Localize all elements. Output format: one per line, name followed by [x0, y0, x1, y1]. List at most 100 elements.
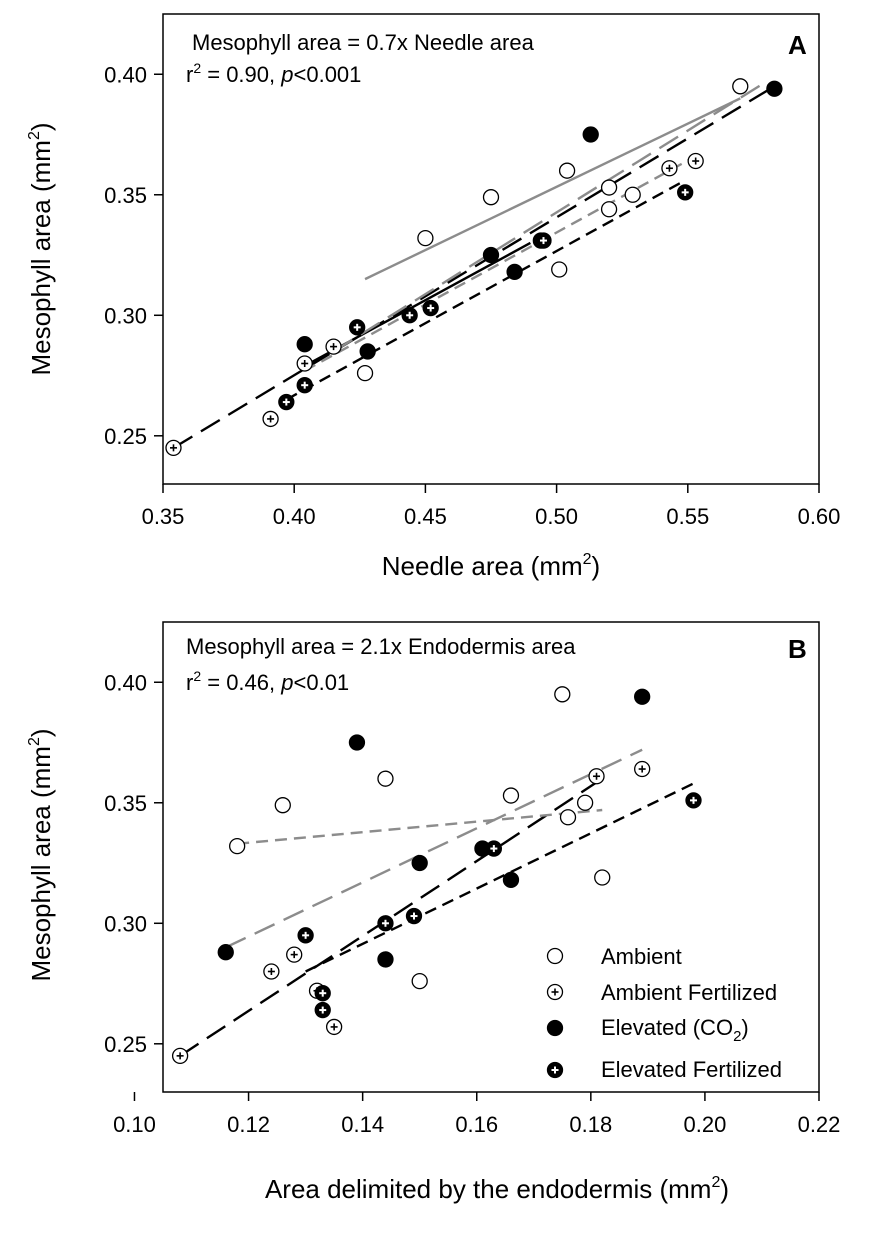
panel-a-point-elevated-fert: [349, 319, 366, 336]
panel-a-point-ambient-fert: [687, 152, 704, 170]
panel-b-r: r: [186, 670, 193, 695]
panel-b-point-elevated-fert: [377, 915, 394, 932]
panel-a-letter: A: [788, 30, 807, 60]
panel-b-point-elevated: [411, 854, 428, 872]
panel-a-point-ambient: [558, 162, 576, 179]
panel-b-point-ambient: [274, 797, 291, 814]
panel-b-r-rest: = 0.46,: [201, 670, 281, 695]
legend-label-ambient: Ambient: [601, 944, 682, 969]
panel-a-point-ambient: [417, 230, 434, 247]
panel-b-letter: B: [788, 634, 807, 664]
panel-b-point-elevated-fert: [314, 1001, 331, 1019]
panel-a-point-ambient: [482, 189, 500, 206]
panel-a-annotation-equation: Mesophyll area = 0.7x Needle area: [192, 30, 535, 55]
panel-b-p: p: [280, 670, 293, 695]
panel-a-r-rest: = 0.90,: [201, 62, 281, 87]
panel-a-y-axis-label: Mesophyll area (mm2): [26, 122, 56, 375]
panel-a-p-rest: <0.001: [294, 62, 362, 87]
panel-b-point-elevated-fert: [485, 840, 503, 857]
panel-b-x-tick-label: 0.10: [113, 1112, 156, 1137]
panel-a-point-ambient: [600, 201, 618, 218]
panel-a-chart: 0.35 0.40 0.45 0.50 0.55 0.60 0.25 0.30 0.35 0.40…: [26, 13, 841, 581]
panel-a-y-tick-label: 0.35: [104, 183, 147, 208]
panel-b-x-axis-label: Area delimited by the endodermis (mm2): [265, 1174, 729, 1204]
panel-b-point-ambient: [229, 838, 246, 855]
panel-b-point-ambient: [377, 770, 394, 787]
panel-b-point-ambient-fert: [634, 760, 651, 778]
panel-b-x-tick-label: 0.12: [227, 1112, 270, 1137]
panel-b-y-tick-label: 0.30: [104, 911, 147, 936]
panel-b-x-tick-label: 0.16: [455, 1112, 498, 1137]
panel-b-r-sup: 2: [193, 668, 201, 684]
panel-a-point-ambient: [732, 78, 749, 95]
panel-b-point-ambient: [554, 686, 571, 703]
panel-a-point-elevated-fert: [422, 299, 439, 317]
legend-marker-ambient-fertilized: [546, 983, 564, 1001]
panel-b-point-elevated-fert: [297, 927, 314, 944]
panel-a-point-ambient: [624, 186, 641, 203]
panel-b-annotation-equation: Mesophyll area = 2.1x Endodermis area: [186, 634, 576, 659]
panel-b-regression-line-4: [237, 808, 603, 845]
panel-a-x-tick-label: 0.60: [798, 504, 841, 529]
panel-a-x-tick-label: 0.55: [666, 504, 709, 529]
panel-a-regression-line-2: [285, 179, 686, 401]
panel-a-point-elevated: [582, 126, 599, 143]
panel-b-point-ambient: [576, 794, 594, 811]
panel-a-frame: [162, 13, 820, 485]
panel-b-point-ambient: [559, 809, 577, 826]
panel-a-x-tick-label: 0.45: [404, 504, 447, 529]
panel-b-chart: 0.10 0.12 0.14 0.16 0.18 0.20 0.22 0.25 0.30 0.35…: [26, 621, 840, 1204]
panel-a-point-elevated-fert: [401, 307, 418, 324]
panel-a-regression-line-1: [172, 85, 776, 449]
panel-b-annotation-stats: r2 = 0.46, p<0.01: [186, 668, 349, 695]
panel-a-r-sup: 2: [193, 60, 201, 76]
panel-a-r: r: [186, 62, 193, 87]
legend-item-ambient-fertilized: Ambient Fertilized: [546, 980, 777, 1005]
panel-a-point-elevated: [766, 80, 783, 97]
panel-b-regression-line-2: [305, 782, 695, 973]
panel-b-point-elevated: [348, 734, 366, 751]
panel-a-y-tick-label: 0.30: [104, 303, 147, 328]
legend-marker-symbol: [546, 1061, 564, 1079]
panel-a-point-elevated-fert: [278, 393, 295, 411]
legend-marker-symbol: [546, 1019, 564, 1037]
panel-a-annotation-stats: r2 = 0.90, p<0.001: [186, 60, 361, 87]
panel-a-point-ambient-fert: [296, 355, 313, 372]
panel-a-regression-line-6: [332, 80, 768, 353]
legend-label-elevated: Elevated (CO2): [601, 1015, 749, 1045]
panel-b-p-rest: <0.01: [294, 670, 350, 695]
panel-b-regression-line-3: [225, 748, 643, 949]
legend-item-ambient: Ambient: [546, 944, 682, 969]
panel-b-point-ambient-fert: [171, 1047, 189, 1064]
panel-a-point-elevated: [359, 343, 376, 360]
panel-b-point-elevated: [502, 871, 520, 889]
panel-b-point-ambient: [411, 972, 428, 990]
panel-b-point-elevated-fert: [314, 985, 331, 1002]
legend-marker-symbol: [546, 983, 564, 1001]
panel-a-point-ambient: [356, 364, 374, 382]
legend-item-elevated-fertilized: Elevated Fertilized: [546, 1057, 782, 1082]
panel-a-p: p: [280, 62, 293, 87]
panel-b-x-tick-label: 0.14: [341, 1112, 384, 1137]
panel-b-point-ambient-fert: [588, 768, 605, 785]
panel-a-x-tick-label: 0.35: [142, 504, 185, 529]
panel-b-point-elevated: [217, 944, 234, 961]
panel-b-x-tick-label: 0.20: [683, 1112, 726, 1137]
panel-a-point-ambient: [551, 261, 568, 278]
panel-a-point-elevated: [482, 246, 500, 264]
panel-b-y-tick-label: 0.35: [104, 791, 147, 816]
panel-a-y-tick-label: 0.40: [104, 62, 147, 87]
panel-b-y-tick-label: 0.25: [104, 1032, 147, 1057]
panel-b-point-elevated: [377, 951, 394, 968]
legend-label-elevated-fertilized: Elevated Fertilized: [601, 1057, 782, 1082]
panel-b-x-tick-label: 0.18: [569, 1112, 612, 1137]
panel-a-x-tick-label: 0.50: [535, 504, 578, 529]
panel-a-point-ambient-fert: [661, 160, 678, 177]
panel-b-point-elevated-fert: [405, 907, 423, 925]
panel-a-point-ambient-fert: [262, 410, 279, 428]
panel-a-x-axis-label: Needle area (mm2): [382, 551, 600, 581]
panel-a-point-elevated-fert: [296, 377, 313, 394]
panel-b-point-ambient-fert: [325, 1018, 343, 1036]
panel-a-point-elevated-fert: [535, 232, 552, 249]
